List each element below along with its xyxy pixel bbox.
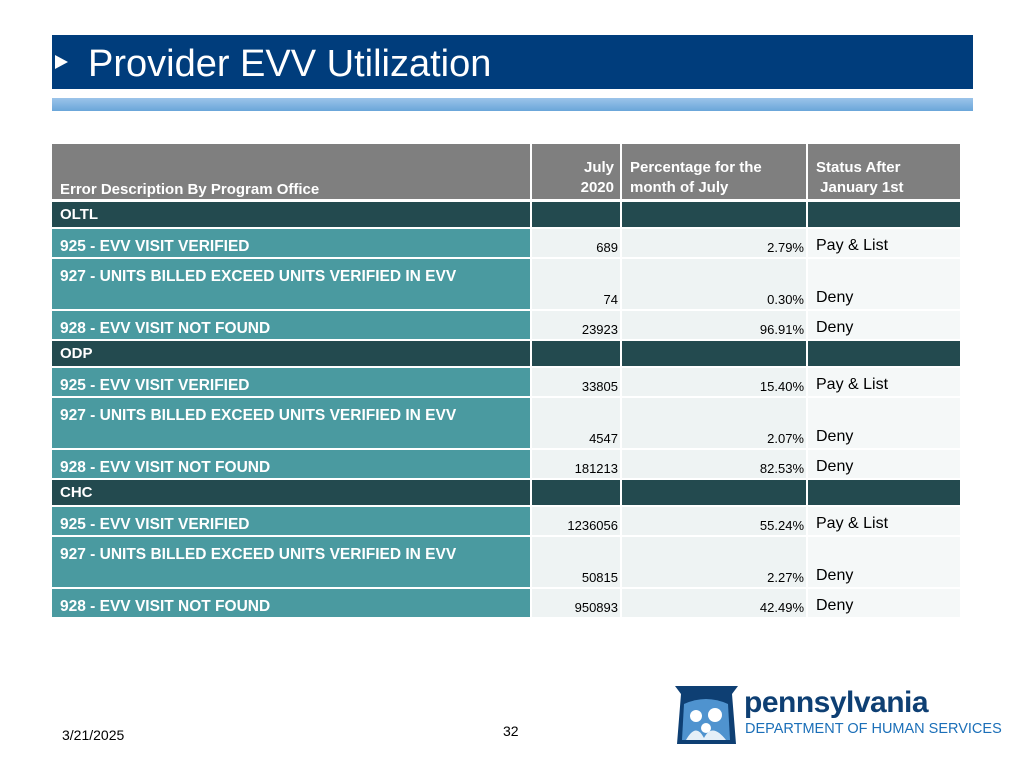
status-cell: Deny	[808, 589, 960, 619]
table-row: 927 - UNITS BILLED EXCEED UNITS VERIFIED…	[52, 537, 960, 589]
error-description-cell: 928 - EVV VISIT NOT FOUND	[52, 450, 532, 480]
group-name: OLTL	[52, 202, 532, 229]
group-row-odp: ODP	[52, 341, 960, 368]
table-row: 925 - EVV VISIT VERIFIED 1236056 55.24% Pay…	[52, 507, 960, 537]
percentage-cell: 0.30%	[622, 259, 808, 311]
header-july: July 2020	[532, 144, 622, 202]
july-count-cell: 33805	[532, 368, 622, 398]
header-status: Status After January 1st	[808, 144, 960, 202]
group-empty-cell	[622, 202, 808, 229]
page-number: 32	[503, 723, 519, 739]
table-header-row: Error Description By Program Office July…	[52, 144, 960, 202]
status-cell: Deny	[808, 537, 960, 589]
status-cell: Pay & List	[808, 229, 960, 259]
group-empty-cell	[622, 341, 808, 368]
group-empty-cell	[532, 480, 622, 507]
header-july-line1: July	[583, 159, 614, 176]
table-row: 928 - EVV VISIT NOT FOUND 181213 82.53% Den…	[52, 450, 960, 480]
table-row: 927 - UNITS BILLED EXCEED UNITS VERIFIED…	[52, 259, 960, 311]
group-empty-cell	[532, 202, 622, 229]
percentage-cell: 15.40%	[622, 368, 808, 398]
july-count-cell: 50815	[532, 537, 622, 589]
table-row: 925 - EVV VISIT VERIFIED 33805 15.40% Pay &…	[52, 368, 960, 398]
group-empty-cell	[532, 341, 622, 368]
percentage-cell: 55.24%	[622, 507, 808, 537]
header-percentage-line1: Percentage for the	[630, 159, 762, 176]
group-name: ODP	[52, 341, 532, 368]
logo-name: pennsylvania	[744, 686, 929, 719]
group-name: CHC	[52, 480, 532, 507]
percentage-cell: 2.07%	[622, 398, 808, 450]
title-underline	[52, 98, 973, 111]
july-count-cell: 23923	[532, 311, 622, 341]
status-cell: Deny	[808, 259, 960, 311]
slide-title: Provider EVV Utilization	[88, 43, 492, 85]
status-cell: Deny	[808, 450, 960, 480]
evv-utilization-table: Error Description By Program Office July…	[52, 144, 960, 619]
status-cell: Pay & List	[808, 368, 960, 398]
error-description-cell: 928 - EVV VISIT NOT FOUND	[52, 589, 532, 619]
status-cell: Deny	[808, 311, 960, 341]
title-arrow-icon	[55, 55, 68, 69]
group-empty-cell	[808, 341, 960, 368]
group-empty-cell	[622, 480, 808, 507]
july-count-cell: 1236056	[532, 507, 622, 537]
pennsylvania-keystone-logo-icon	[675, 686, 738, 744]
error-description-cell: 928 - EVV VISIT NOT FOUND	[52, 311, 532, 341]
error-description-cell: 927 - UNITS BILLED EXCEED UNITS VERIFIED…	[52, 259, 532, 311]
table-row: 925 - EVV VISIT VERIFIED 689 2.79% Pay & Li…	[52, 229, 960, 259]
july-count-cell: 181213	[532, 450, 622, 480]
table-row: 927 - UNITS BILLED EXCEED UNITS VERIFIED…	[52, 398, 960, 450]
percentage-cell: 2.27%	[622, 537, 808, 589]
status-cell: Deny	[808, 398, 960, 450]
percentage-cell: 42.49%	[622, 589, 808, 619]
title-bar	[52, 35, 973, 89]
error-description-cell: 925 - EVV VISIT VERIFIED	[52, 229, 532, 259]
group-empty-cell	[808, 202, 960, 229]
slide-date: 3/21/2025	[62, 727, 125, 743]
table-body: OLTL 925 - EVV VISIT VERIFIED 689 2.79% Pay …	[52, 202, 960, 619]
status-cell: Pay & List	[808, 507, 960, 537]
error-description-cell: 927 - UNITS BILLED EXCEED UNITS VERIFIED…	[52, 398, 532, 450]
error-description-cell: 927 - UNITS BILLED EXCEED UNITS VERIFIED…	[52, 537, 532, 589]
table-row: 928 - EVV VISIT NOT FOUND 23923 96.91% Deny	[52, 311, 960, 341]
percentage-cell: 82.53%	[622, 450, 808, 480]
header-description: Error Description By Program Office	[52, 144, 532, 202]
header-percentage-line2: month of July	[630, 179, 729, 196]
percentage-cell: 96.91%	[622, 311, 808, 341]
group-row-chc: CHC	[52, 480, 960, 507]
header-status-line2: January 1st	[820, 179, 904, 196]
header-percentage: Percentage for the month of July	[622, 144, 808, 202]
july-count-cell: 74	[532, 259, 622, 311]
july-count-cell: 4547	[532, 398, 622, 450]
group-empty-cell	[808, 480, 960, 507]
error-description-cell: 925 - EVV VISIT VERIFIED	[52, 368, 532, 398]
header-status-line1: Status After	[816, 159, 901, 176]
july-count-cell: 689	[532, 229, 622, 259]
error-description-cell: 925 - EVV VISIT VERIFIED	[52, 507, 532, 537]
header-july-line2: 2020	[580, 179, 614, 196]
logo-department: DEPARTMENT OF HUMAN SERVICES	[745, 721, 1002, 737]
table-row: 928 - EVV VISIT NOT FOUND 950893 42.49% Den…	[52, 589, 960, 619]
percentage-cell: 2.79%	[622, 229, 808, 259]
july-count-cell: 950893	[532, 589, 622, 619]
group-row-oltl: OLTL	[52, 202, 960, 229]
